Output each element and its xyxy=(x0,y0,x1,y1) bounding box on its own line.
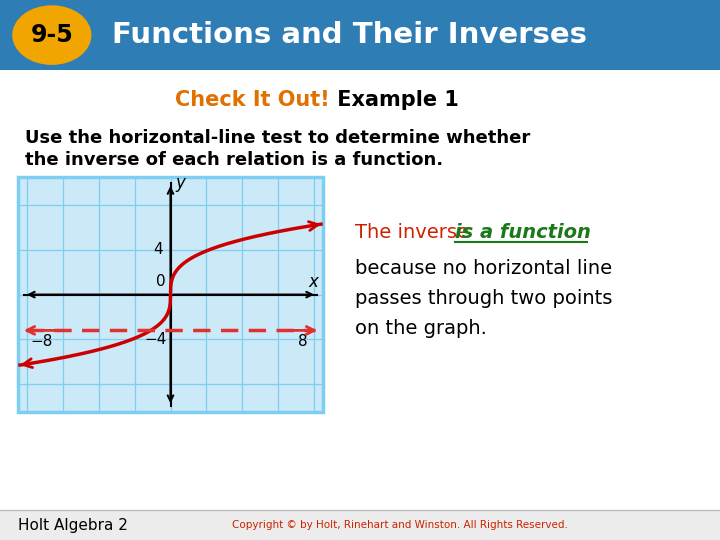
Text: −4: −4 xyxy=(144,332,167,347)
Text: y: y xyxy=(176,174,186,192)
Text: Copyright © by Holt, Rinehart and Winston. All Rights Reserved.: Copyright © by Holt, Rinehart and Winsto… xyxy=(232,520,568,530)
Text: on the graph.: on the graph. xyxy=(355,319,487,338)
Text: 8: 8 xyxy=(298,334,308,349)
Text: passes through two points: passes through two points xyxy=(355,288,613,308)
Bar xyxy=(0,510,720,540)
Text: is a function: is a function xyxy=(455,222,591,241)
Ellipse shape xyxy=(12,5,91,65)
Text: Holt Algebra 2: Holt Algebra 2 xyxy=(18,517,128,532)
Bar xyxy=(18,177,323,412)
Text: The inverse: The inverse xyxy=(355,222,475,241)
Text: Example 1: Example 1 xyxy=(330,90,459,110)
Text: because no horizontal line: because no horizontal line xyxy=(355,259,612,278)
Text: 0: 0 xyxy=(156,274,166,289)
Text: the inverse of each relation is a function.: the inverse of each relation is a functi… xyxy=(25,151,443,169)
Text: 9-5: 9-5 xyxy=(30,23,73,47)
Text: Use the horizontal-line test to determine whether: Use the horizontal-line test to determin… xyxy=(25,129,530,147)
Text: Functions and Their Inverses: Functions and Their Inverses xyxy=(112,21,587,49)
Text: Check It Out!: Check It Out! xyxy=(176,90,330,110)
Text: −8: −8 xyxy=(31,334,53,349)
Text: 4: 4 xyxy=(153,242,163,258)
Text: x: x xyxy=(308,273,318,291)
